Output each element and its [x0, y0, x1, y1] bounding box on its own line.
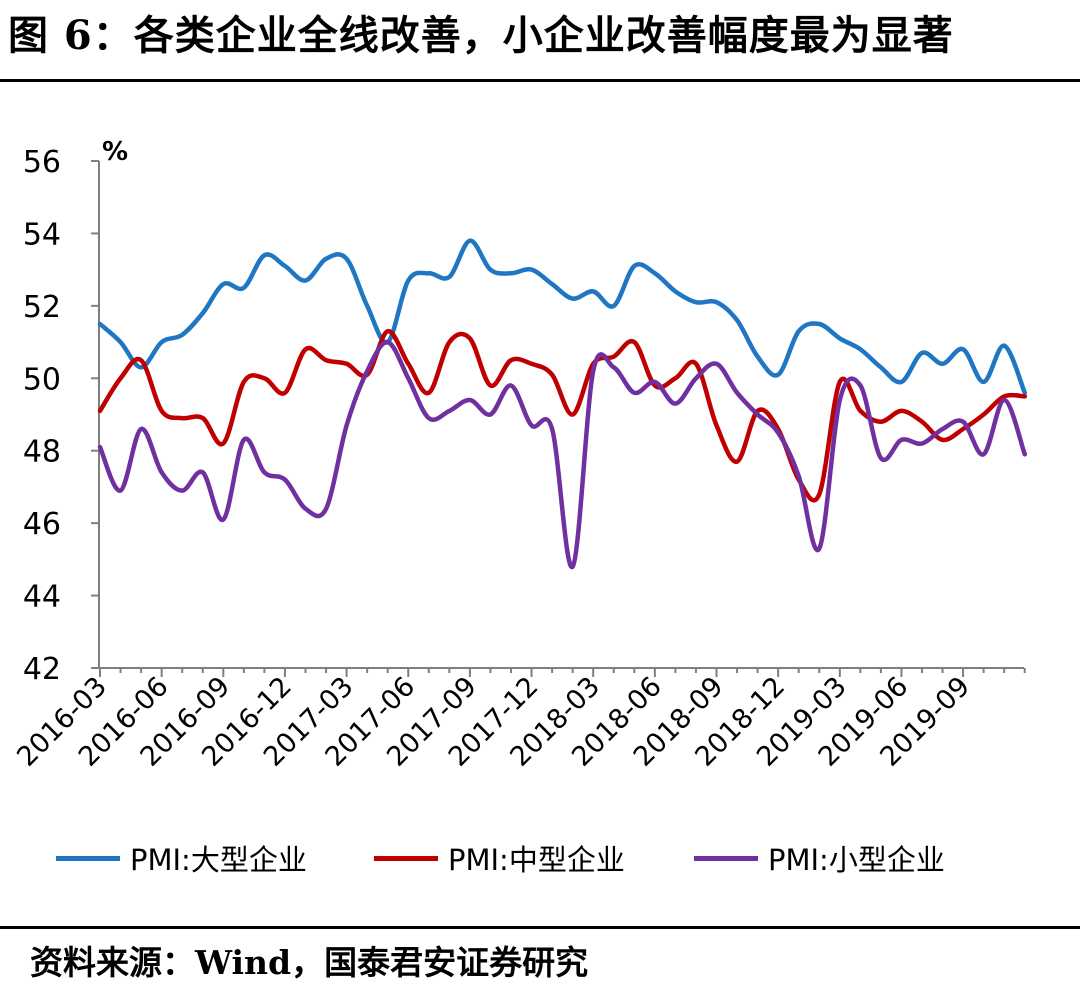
y-tick-label: 42 — [23, 652, 61, 687]
y-tick-label: 44 — [23, 580, 61, 615]
legend-item-3: PMI:小型企业 — [694, 830, 945, 886]
y-tick-label: 52 — [23, 290, 61, 325]
legend-item-2: PMI:中型企业 — [374, 830, 625, 886]
y-axis-unit: % — [102, 137, 128, 167]
legend-label: PMI:大型企业 — [130, 843, 307, 877]
series-line-2 — [97, 328, 1028, 503]
legend-swatch — [374, 855, 438, 861]
y-tick-label: 56 — [23, 145, 61, 180]
series-group — [97, 238, 1028, 569]
legend-swatch — [56, 855, 120, 861]
chart-legend: PMI:大型企业 PMI:中型企业 PMI:小型企业 — [0, 830, 1080, 886]
top-rule — [0, 79, 1080, 82]
bottom-rule — [0, 926, 1080, 929]
series-line-3 — [97, 339, 1028, 569]
series-line-1 — [97, 238, 1028, 396]
figure-title: 图 6：各类企业全线改善，小企业改善幅度最为显著 — [8, 12, 954, 59]
y-tick-label: 54 — [23, 217, 61, 252]
legend-label: PMI:小型企业 — [768, 843, 945, 877]
y-tick-label: 48 — [23, 435, 61, 470]
legend-swatch — [694, 855, 758, 861]
legend-label: PMI:中型企业 — [448, 843, 625, 877]
y-tick-label: 46 — [23, 507, 61, 542]
source-note: 资料来源：Wind，国泰君安证券研究 — [30, 943, 589, 982]
legend-item-1: PMI:大型企业 — [56, 830, 307, 886]
y-tick-label: 50 — [23, 362, 61, 397]
